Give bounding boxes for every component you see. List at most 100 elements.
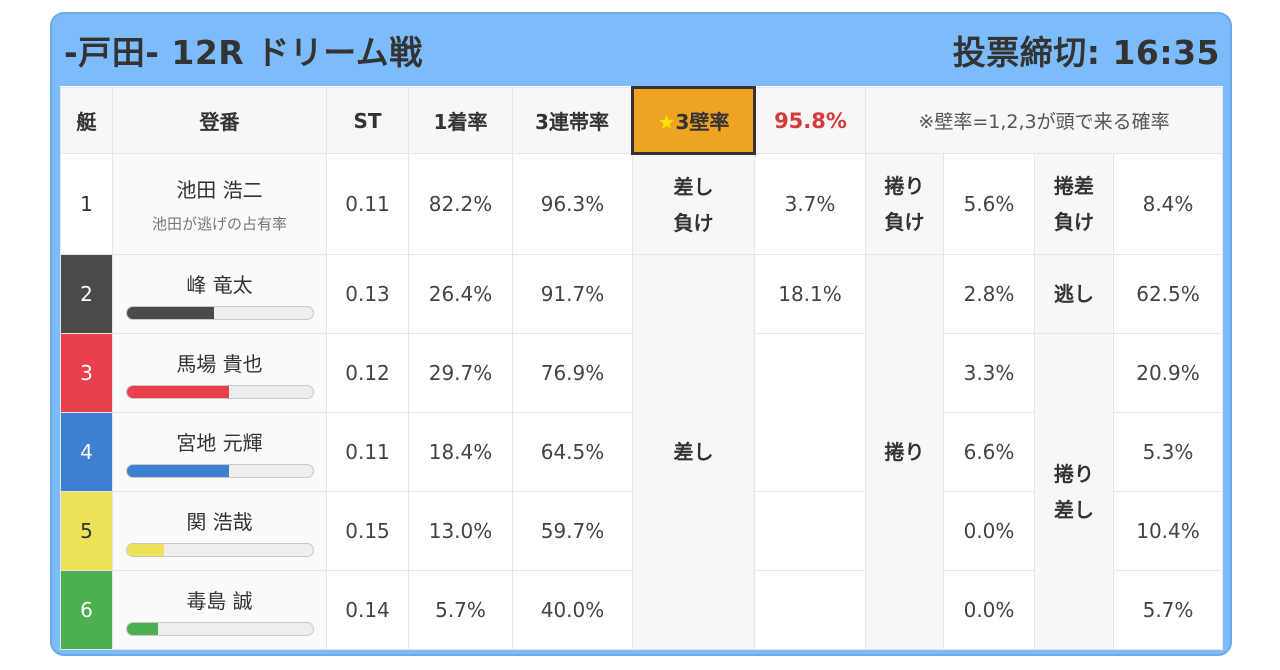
player-cell: 関 浩哉 <box>112 491 327 571</box>
pattern-label: 捲り <box>884 174 925 198</box>
wall-rate-text: 3壁率 <box>675 110 730 134</box>
table-row: 3 馬場 貴也 0.12 29.7% 76.9% 3.3% 捲り 差し 20.9… <box>60 333 1223 650</box>
top3-rate-value: 59.7% <box>512 491 633 571</box>
top3-rate-value: 76.9% <box>512 333 633 413</box>
col-top3-rate: 3連帯率 <box>512 87 633 154</box>
player-name: 峰 竜太 <box>186 272 253 297</box>
col-st: ST <box>326 87 409 154</box>
star-icon: ★ <box>657 110 676 134</box>
pattern-makurisashi-make: 捲差 負け <box>1034 153 1114 255</box>
pattern-pct: 62.5% <box>1113 254 1223 334</box>
race-table: 艇 登番 ST 1着率 3連帯率 ★3壁率 95.8% ※壁率=1,2,3が頭で… <box>60 86 1223 650</box>
pattern-pct: 3.7% <box>754 153 866 255</box>
wall-rate-label[interactable]: ★3壁率 <box>631 86 756 155</box>
win-rate-value: 18.4% <box>408 412 513 492</box>
boat-number: 4 <box>60 412 113 492</box>
st-value: 0.11 <box>326 153 409 255</box>
pattern-pct: 6.6% <box>943 412 1035 492</box>
player-cell: 宮地 元輝 <box>112 412 327 492</box>
top3-rate-value: 40.0% <box>512 570 633 650</box>
win-rate-value: 5.7% <box>408 570 513 650</box>
boat-number: 5 <box>60 491 113 571</box>
pattern-pct: 18.1% <box>754 254 866 334</box>
share-bar-fill <box>126 622 159 635</box>
boat-number: 2 <box>60 254 113 334</box>
top3-rate-value: 91.7% <box>512 254 633 334</box>
top3-rate-value: 96.3% <box>512 153 633 255</box>
st-value: 0.13 <box>326 254 409 334</box>
win-rate-value: 29.7% <box>408 333 513 413</box>
col-player: 登番 <box>112 87 327 154</box>
player-cell: 池田 浩二 池田が逃げの占有率 <box>112 153 327 255</box>
col-boat: 艇 <box>60 87 113 154</box>
pattern-label: 負け <box>1054 210 1094 234</box>
share-bar-fill <box>126 385 229 398</box>
empty-cell <box>754 570 866 650</box>
race-card: -戸田- 12R ドリーム戦 投票締切: 16:35 艇 登番 ST 1着率 3… <box>50 12 1232 656</box>
player-cell: 峰 竜太 <box>112 254 327 334</box>
race-header: -戸田- 12R ドリーム戦 投票締切: 16:35 <box>60 14 1222 86</box>
player-name: 宮地 元輝 <box>176 430 263 455</box>
player-cell: 馬場 貴也 <box>112 333 327 413</box>
pattern-pct: 5.3% <box>1113 412 1223 492</box>
st-value: 0.14 <box>326 570 409 650</box>
table-row: 1 池田 浩二 池田が逃げの占有率 0.11 82.2% 96.3% 差し 負け… <box>60 153 1223 255</box>
player-name: 馬場 貴也 <box>176 351 263 376</box>
pattern-pct: 20.9% <box>1113 333 1223 413</box>
st-value: 0.15 <box>326 491 409 571</box>
win-rate-value: 82.2% <box>408 153 513 255</box>
race-title: -戸田- 12R ドリーム戦 <box>64 33 423 72</box>
empty-cell <box>754 333 866 492</box>
pattern-sashi-make: 差し 負け <box>632 153 755 255</box>
pattern-pct: 2.8% <box>943 254 1035 334</box>
header-row: 艇 登番 ST 1着率 3連帯率 ★3壁率 95.8% ※壁率=1,2,3が頭で… <box>60 86 1223 155</box>
pattern-sashi: 差し <box>632 254 755 650</box>
player-name: 毒島 誠 <box>186 588 253 613</box>
pattern-label: 差し <box>673 174 714 199</box>
pattern-pct: 0.0% <box>943 491 1035 571</box>
win-rate-value: 13.0% <box>408 491 513 571</box>
pattern-pct: 10.4% <box>1113 491 1223 571</box>
boat-number: 3 <box>60 333 113 413</box>
share-bar-fill <box>126 543 164 556</box>
pattern-pct: 3.3% <box>943 333 1035 413</box>
pattern-label: 差し <box>1054 497 1094 522</box>
pattern-label: 差し <box>673 440 714 464</box>
top3-rate-value: 64.5% <box>512 412 633 492</box>
pattern-nige: 逃し <box>1034 254 1114 334</box>
pattern-label: 負け <box>673 210 714 235</box>
st-value: 0.11 <box>326 412 409 492</box>
pattern-makuri: 捲り <box>865 254 944 650</box>
pattern-pct: 5.7% <box>1113 570 1223 650</box>
st-value: 0.12 <box>326 333 409 413</box>
share-bar <box>125 542 314 557</box>
share-bar <box>125 463 314 478</box>
player-cell: 毒島 誠 <box>112 570 327 650</box>
player-name: 関 浩哉 <box>186 509 253 534</box>
boat-number: 1 <box>60 153 113 255</box>
pattern-pct: 5.6% <box>943 153 1035 255</box>
table-row: 6 毒島 誠 0.14 5.7% 40.0% 0.0% 5.7% <box>60 570 1223 650</box>
share-bar <box>125 621 314 636</box>
pattern-label: 捲り <box>1054 461 1094 486</box>
share-bar-fill <box>126 464 229 477</box>
table-row: 2 峰 竜太 0.13 26.4% 91.7% 差し 18.1% 捲り 2.8%… <box>60 254 1223 650</box>
empty-cell <box>754 491 866 571</box>
boat-number: 6 <box>60 570 113 650</box>
pattern-makuri-make: 捲り 負け <box>865 153 944 255</box>
pattern-label: 負け <box>884 210 925 234</box>
table-row: 4 宮地 元輝 0.11 18.4% 64.5% 6.6% 5.3% <box>60 412 1223 492</box>
pattern-pct: 8.4% <box>1113 153 1223 255</box>
share-bar <box>125 384 314 399</box>
betting-deadline: 投票締切: 16:35 <box>952 33 1220 72</box>
share-bar-fill <box>126 306 214 319</box>
pattern-label: 捲差 <box>1054 174 1094 198</box>
player-note: 池田が逃げの占有率 <box>151 215 287 233</box>
pattern-label: 捲り <box>884 440 925 464</box>
win-rate-value: 26.4% <box>408 254 513 334</box>
pattern-pct: 0.0% <box>943 570 1035 650</box>
wall-rate-value: 95.8% <box>754 87 866 154</box>
wall-rate-note: ※壁率=1,2,3が頭で来る確率 <box>865 87 1223 154</box>
col-win-rate: 1着率 <box>408 87 513 154</box>
pattern-makurisashi: 捲り 差し <box>1034 333 1114 650</box>
